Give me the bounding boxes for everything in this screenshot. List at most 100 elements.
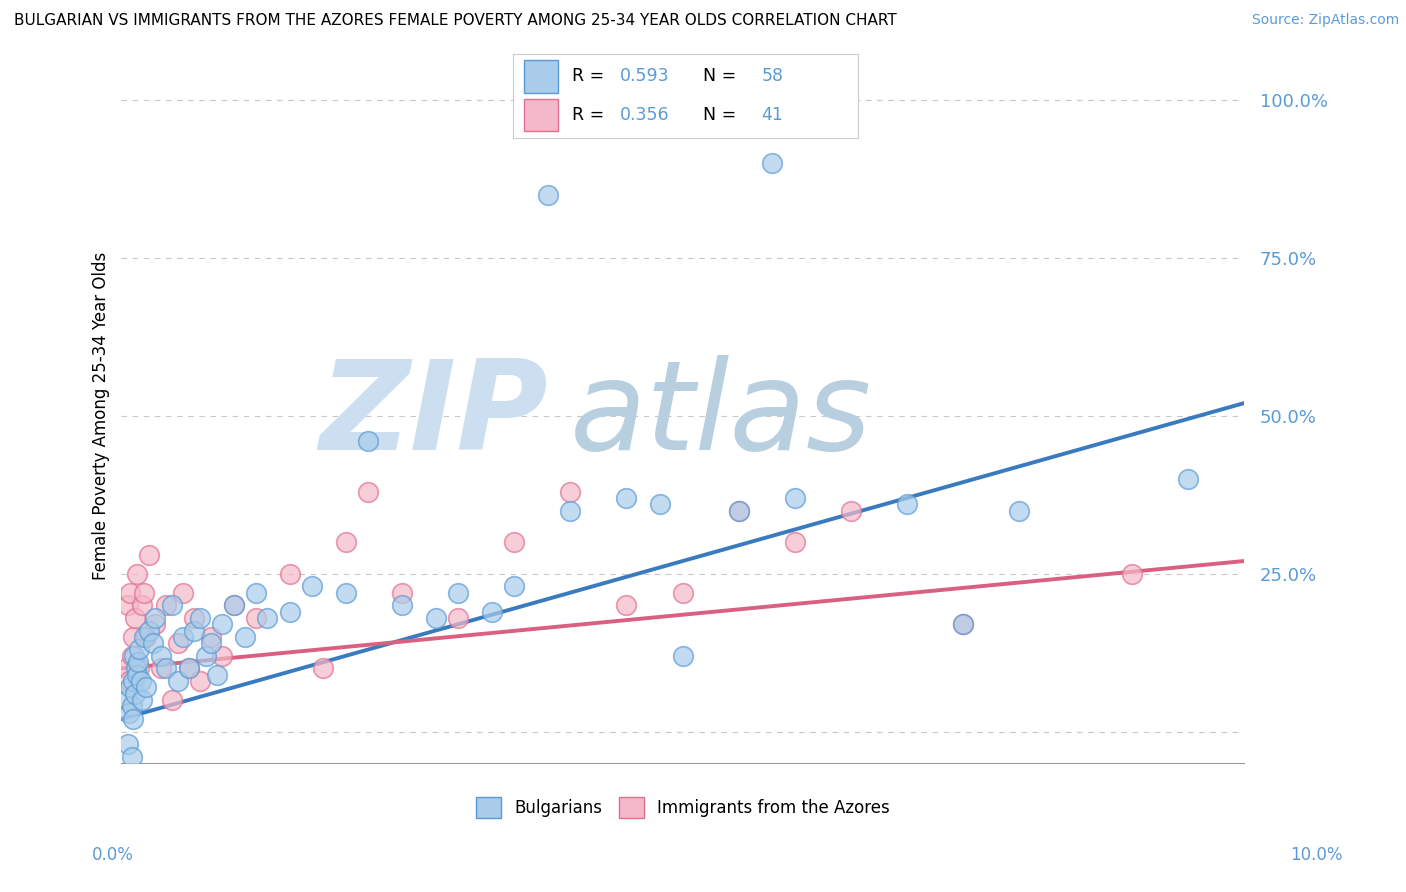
- Point: [142, 636, 165, 650]
- Point: [143, 611, 166, 625]
- Point: [671, 585, 693, 599]
- Point: [233, 630, 256, 644]
- Point: [121, 699, 143, 714]
- Point: [127, 566, 149, 581]
- Point: [425, 611, 447, 625]
- Point: [118, 673, 141, 688]
- Point: [1177, 472, 1199, 486]
- Point: [135, 630, 157, 644]
- Point: [211, 617, 233, 632]
- Point: [121, 648, 143, 663]
- Text: 41: 41: [761, 106, 783, 124]
- Point: [200, 630, 222, 644]
- Point: [896, 497, 918, 511]
- Text: 0.356: 0.356: [620, 106, 669, 124]
- Point: [357, 434, 380, 448]
- Point: [391, 599, 413, 613]
- Point: [503, 535, 526, 549]
- Point: [177, 661, 200, 675]
- Point: [127, 655, 149, 669]
- Point: [447, 585, 470, 599]
- Y-axis label: Female Poverty Among 25-34 Year Olds: Female Poverty Among 25-34 Year Olds: [93, 252, 110, 580]
- Point: [132, 630, 155, 644]
- Point: [127, 667, 149, 681]
- Point: [160, 693, 183, 707]
- Point: [131, 693, 153, 707]
- Point: [335, 585, 357, 599]
- Text: Source: ZipAtlas.com: Source: ZipAtlas.com: [1251, 13, 1399, 28]
- Point: [128, 642, 150, 657]
- Point: [121, 749, 143, 764]
- Legend: Bulgarians, Immigrants from the Azores: Bulgarians, Immigrants from the Azores: [468, 790, 896, 824]
- Point: [222, 599, 245, 613]
- Point: [166, 636, 188, 650]
- Text: atlas: atlas: [571, 355, 873, 476]
- Point: [200, 636, 222, 650]
- Bar: [523, 61, 558, 93]
- Point: [278, 605, 301, 619]
- Point: [124, 611, 146, 625]
- Point: [952, 617, 974, 632]
- Point: [560, 484, 582, 499]
- Text: 58: 58: [761, 68, 783, 86]
- Point: [131, 599, 153, 613]
- Point: [135, 681, 157, 695]
- Point: [952, 617, 974, 632]
- Point: [155, 661, 177, 675]
- Point: [183, 624, 205, 638]
- Point: [117, 599, 139, 613]
- Point: [121, 673, 143, 688]
- Point: [138, 624, 160, 638]
- Text: R =: R =: [572, 106, 609, 124]
- Point: [650, 497, 672, 511]
- Point: [503, 579, 526, 593]
- Point: [357, 484, 380, 499]
- Text: 10.0%: 10.0%: [1291, 846, 1343, 863]
- Point: [166, 673, 188, 688]
- Point: [128, 661, 150, 675]
- Point: [537, 187, 560, 202]
- Point: [671, 648, 693, 663]
- Point: [616, 599, 638, 613]
- Text: BULGARIAN VS IMMIGRANTS FROM THE AZORES FEMALE POVERTY AMONG 25-34 YEAR OLDS COR: BULGARIAN VS IMMIGRANTS FROM THE AZORES …: [14, 13, 897, 29]
- Text: ZIP: ZIP: [319, 355, 548, 476]
- Point: [120, 681, 142, 695]
- Text: N =: N =: [703, 68, 741, 86]
- Point: [616, 491, 638, 505]
- Text: 0.0%: 0.0%: [91, 846, 134, 863]
- Point: [155, 599, 177, 613]
- Point: [121, 712, 143, 726]
- Text: R =: R =: [572, 68, 609, 86]
- Point: [727, 503, 749, 517]
- Point: [783, 535, 806, 549]
- Point: [481, 605, 503, 619]
- Bar: [523, 99, 558, 131]
- Point: [560, 503, 582, 517]
- Point: [120, 585, 142, 599]
- Point: [115, 693, 138, 707]
- Point: [118, 706, 141, 720]
- Point: [211, 648, 233, 663]
- Point: [160, 599, 183, 613]
- Point: [1008, 503, 1031, 517]
- Point: [138, 548, 160, 562]
- Point: [194, 648, 217, 663]
- Point: [447, 611, 470, 625]
- Point: [335, 535, 357, 549]
- Point: [1121, 566, 1143, 581]
- Point: [129, 673, 152, 688]
- Point: [132, 585, 155, 599]
- Point: [839, 503, 862, 517]
- Point: [391, 585, 413, 599]
- Point: [121, 630, 143, 644]
- Point: [301, 579, 323, 593]
- Point: [188, 611, 211, 625]
- Point: [205, 667, 228, 681]
- Point: [245, 611, 267, 625]
- Text: 0.593: 0.593: [620, 68, 669, 86]
- Point: [256, 611, 278, 625]
- Point: [115, 661, 138, 675]
- Point: [783, 491, 806, 505]
- Point: [727, 503, 749, 517]
- Text: N =: N =: [703, 106, 741, 124]
